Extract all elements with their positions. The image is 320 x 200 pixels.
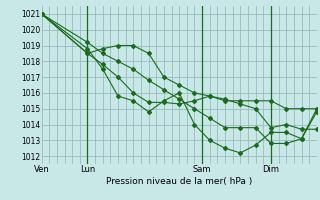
X-axis label: Pression niveau de la mer( hPa ): Pression niveau de la mer( hPa ) xyxy=(106,177,252,186)
